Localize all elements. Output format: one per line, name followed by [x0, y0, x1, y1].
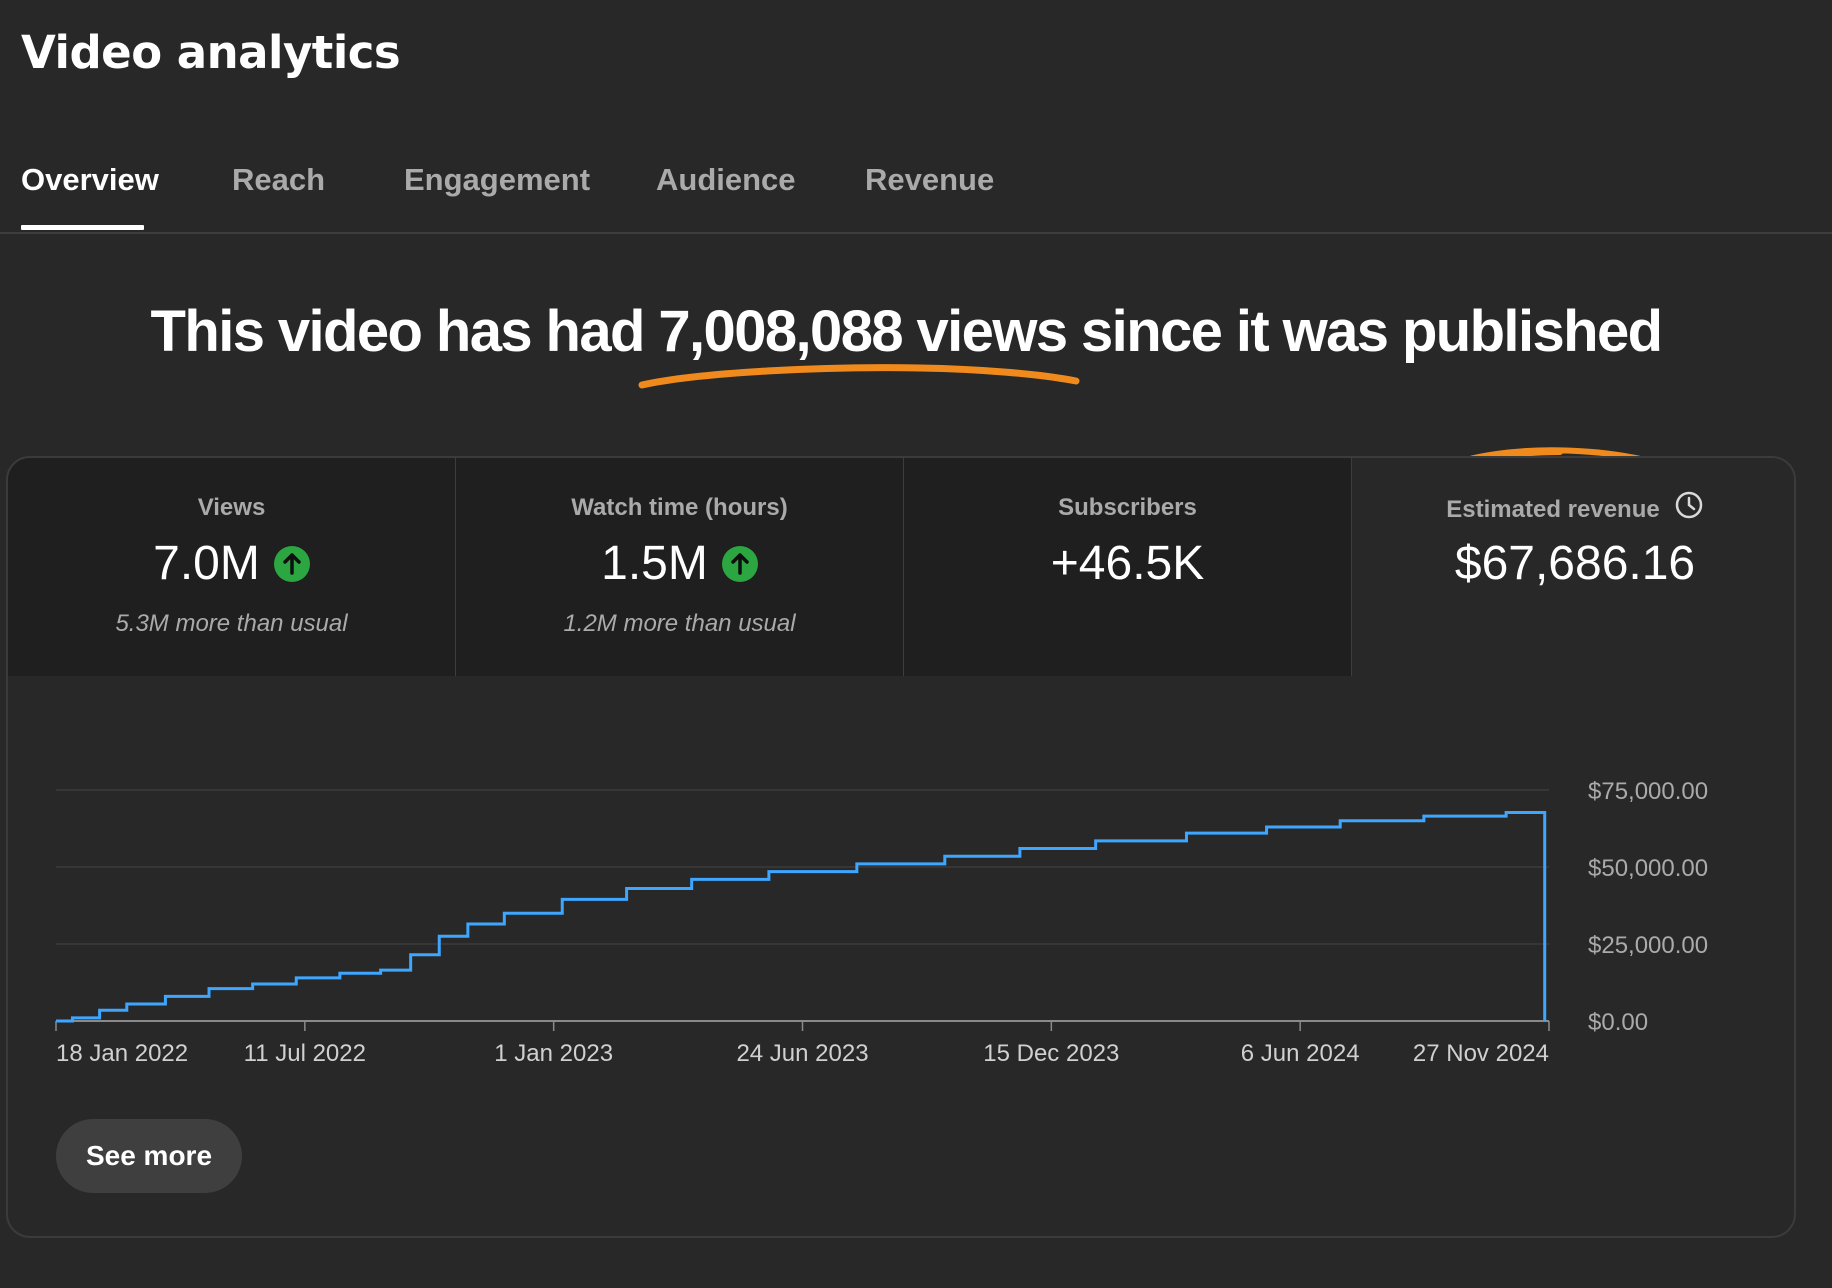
x-tick-label: 18 Jan 2022 — [56, 1040, 188, 1067]
arrow-up-icon — [721, 545, 758, 582]
headline-suffix: since it was published — [1066, 299, 1663, 364]
revenue-series-line — [56, 811, 1547, 1023]
analytics-card: Views 7.0M 5.3M more than usual Watch ti… — [6, 456, 1796, 1238]
active-tab-indicator — [21, 225, 144, 230]
kpi-subscribers[interactable]: Subscribers +46.5K — [904, 458, 1352, 676]
kpi-value: +46.5K — [1050, 537, 1205, 590]
page-title: Video analytics — [21, 26, 401, 79]
tab-bar: Overview Reach Engagement Audience Reven… — [0, 150, 1832, 234]
kpi-label: Watch time (hours) — [571, 494, 788, 521]
clock-icon[interactable] — [1674, 490, 1704, 527]
headline-prefix: This video has had — [150, 299, 659, 364]
y-tick-label: $50,000.00 — [1588, 855, 1708, 882]
revenue-line-chart: $0.00 $25,000.00 $50,000.00 $75,000.00 18 Ja… — [55, 778, 1708, 1067]
tab-revenue[interactable]: Revenue — [865, 162, 995, 197]
kpi-estimated-revenue[interactable]: Estimated revenue $67,686.16 — [1352, 458, 1794, 676]
y-tick-label: $75,000.00 — [1588, 778, 1708, 805]
x-tick-label: 27 Nov 2024 — [1413, 1040, 1549, 1067]
kpi-value: 1.5M — [601, 537, 708, 590]
y-tick-label: $0.00 — [1588, 1009, 1648, 1036]
tab-audience[interactable]: Audience — [656, 162, 796, 197]
x-tick-label: 15 Dec 2023 — [983, 1040, 1119, 1067]
kpi-value: $67,686.16 — [1454, 537, 1696, 590]
kpi-watch-time[interactable]: Watch time (hours) 1.5M 1.2M more than u… — [456, 458, 904, 676]
kpi-row: Views 7.0M 5.3M more than usual Watch ti… — [8, 458, 1794, 676]
x-tick-label: 1 Jan 2023 — [494, 1040, 613, 1067]
kpi-views[interactable]: Views 7.0M 5.3M more than usual — [8, 458, 456, 676]
kpi-note: 5.3M more than usual — [115, 610, 348, 637]
kpi-value: 7.0M — [153, 537, 260, 590]
x-tick-label: 6 Jun 2024 — [1241, 1040, 1360, 1067]
x-tick-label: 24 Jun 2023 — [736, 1040, 868, 1067]
y-tick-label: $25,000.00 — [1588, 932, 1708, 959]
kpi-label: Estimated revenue — [1446, 495, 1660, 523]
headline-views-count: 7,008,088 views — [658, 299, 1068, 364]
kpi-label-row: Estimated revenue — [1352, 491, 1794, 527]
kpi-note: 1.2M more than usual — [563, 610, 796, 637]
x-tick-label: 11 Jul 2022 — [244, 1040, 366, 1067]
see-more-button[interactable]: See more — [56, 1119, 242, 1193]
tab-engagement[interactable]: Engagement — [404, 162, 591, 197]
tab-reach[interactable]: Reach — [232, 162, 326, 197]
underline-annotation — [638, 364, 1080, 389]
arrow-up-icon — [273, 545, 310, 582]
kpi-label: Views — [197, 494, 266, 521]
kpi-label: Subscribers — [1058, 494, 1197, 521]
headline: This video has had 7,008,088 views since… — [0, 298, 1812, 365]
tab-overview[interactable]: Overview — [21, 162, 159, 197]
